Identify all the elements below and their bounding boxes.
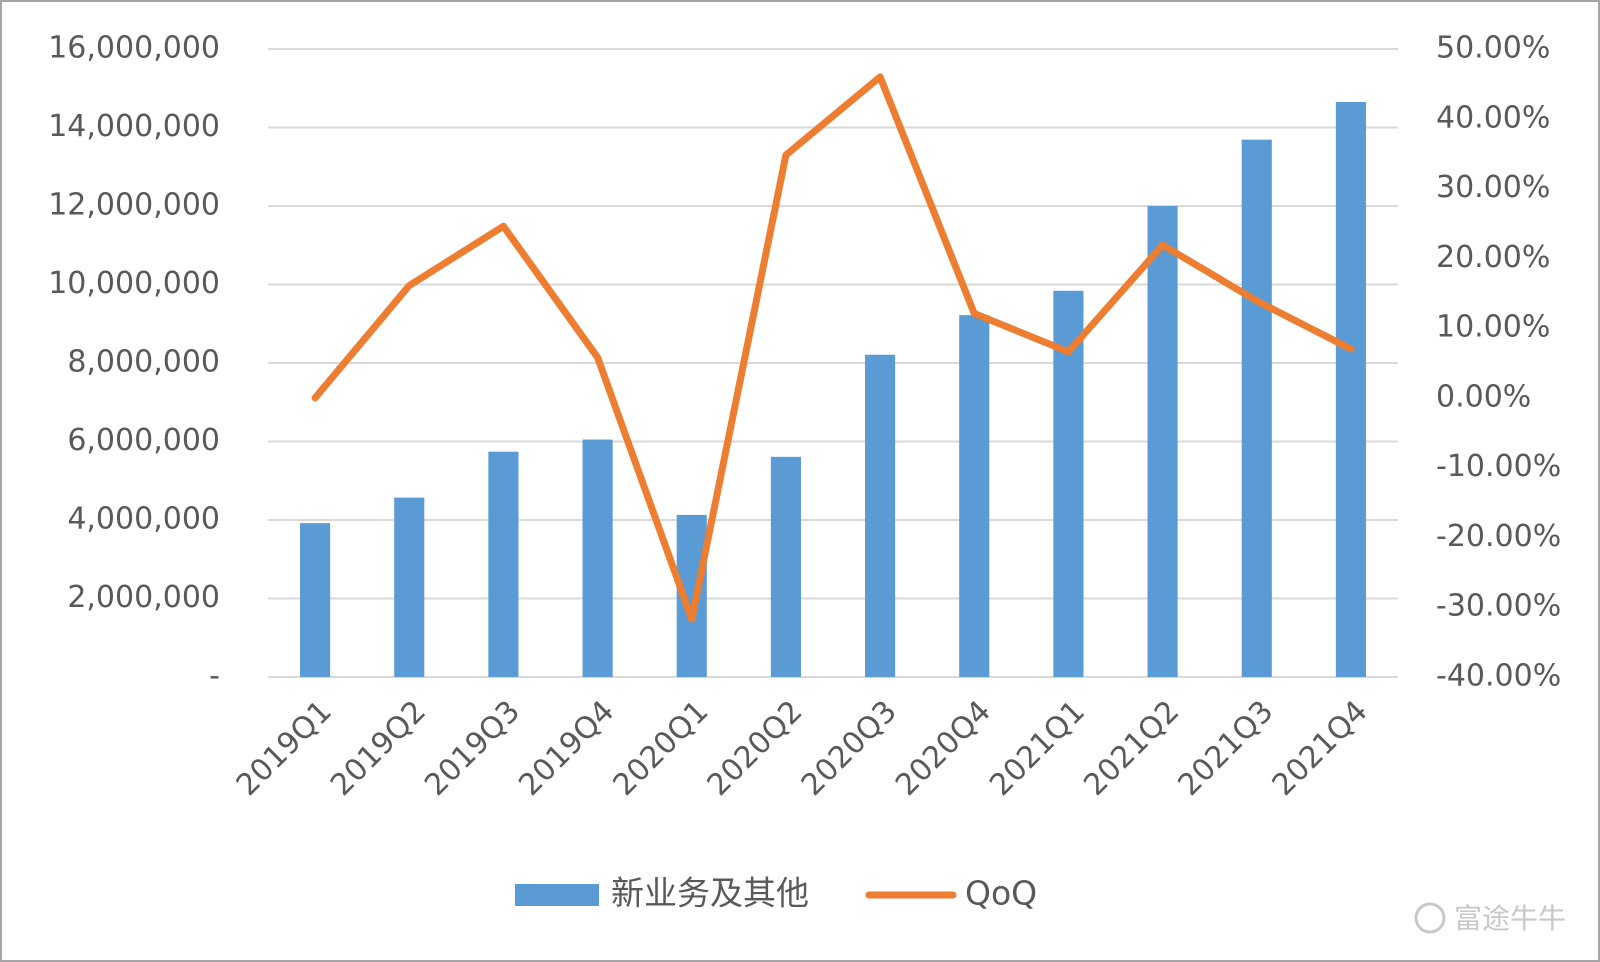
bar <box>488 451 519 677</box>
bar <box>1147 206 1178 677</box>
y-tick-label: 2,000,000 <box>67 580 220 615</box>
line <box>311 73 1355 623</box>
y2-tick-label: -30.00% <box>1436 589 1561 624</box>
bar <box>770 456 801 677</box>
legend-label: QoQ <box>965 874 1037 913</box>
watermark-icon <box>1414 902 1446 934</box>
bar <box>394 497 425 677</box>
y2-tick-label: -40.00% <box>1436 659 1561 694</box>
y-tick-label: 14,000,000 <box>48 109 220 144</box>
y2-tick-label: 20.00% <box>1436 240 1550 275</box>
y-tick-label: 16,000,000 <box>48 31 220 66</box>
y-tick-label: 10,000,000 <box>48 266 220 301</box>
bar <box>1241 139 1272 678</box>
watermark: 富途牛牛 <box>1454 902 1566 935</box>
y2-tick-label: 50.00% <box>1436 31 1550 66</box>
y-tick-label: 8,000,000 <box>67 345 220 380</box>
bar <box>582 439 613 677</box>
y-tick-label: 12,000,000 <box>48 188 220 223</box>
y2-tick-label: 10.00% <box>1436 310 1550 345</box>
y2-tick-label: -10.00% <box>1436 449 1561 484</box>
y2-tick-label: 40.00% <box>1436 100 1550 135</box>
y2-tick-label: -20.00% <box>1436 519 1561 554</box>
bar <box>300 523 331 677</box>
y2-tick-label: 30.00% <box>1436 170 1550 205</box>
y2-tick-label: 0.00% <box>1436 379 1531 414</box>
bar <box>1335 101 1366 678</box>
bar <box>865 354 896 677</box>
y-tick-label: - <box>209 659 220 694</box>
legend-swatch <box>515 884 599 906</box>
y-tick-label: 4,000,000 <box>67 502 220 537</box>
y-tick-label: 6,000,000 <box>67 423 220 458</box>
legend-label: 新业务及其他 <box>611 874 809 913</box>
bar <box>959 315 990 677</box>
